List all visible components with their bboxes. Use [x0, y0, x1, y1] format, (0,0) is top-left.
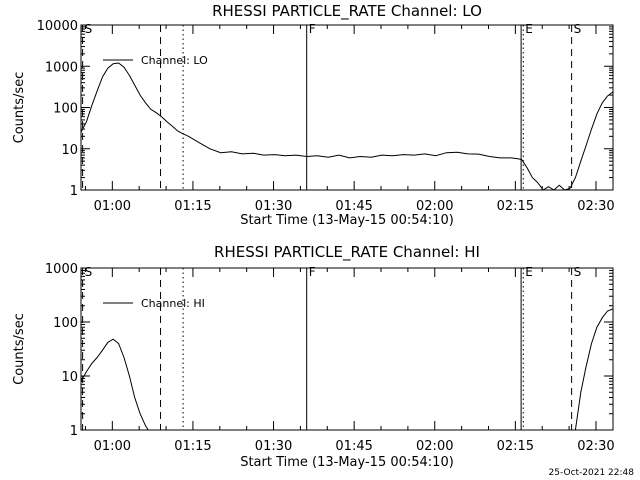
y-tick-label: 1000	[45, 60, 78, 75]
x-tick-label: 01:00	[94, 439, 131, 454]
y-tick-label: 1	[70, 424, 78, 439]
x-tick-label: 01:30	[255, 199, 292, 214]
event-marker-label: S	[85, 265, 93, 279]
series-line-1	[81, 308, 613, 430]
y-axis-label: Counts/sec	[12, 313, 27, 385]
x-axis-label: Start Time (13-May-15 00:54:10)	[240, 213, 454, 228]
x-tick-label: 02:30	[577, 199, 614, 214]
y-tick-label: 100	[53, 316, 78, 331]
x-tick-label: 02:00	[416, 439, 453, 454]
y-tick-label: 1	[70, 184, 78, 199]
plot-area	[81, 268, 613, 430]
plot-area	[81, 25, 613, 190]
x-tick-label: 02:00	[416, 199, 453, 214]
event-marker-label: F	[309, 22, 316, 36]
x-tick-label: 02:15	[497, 439, 534, 454]
event-marker-label: F	[309, 265, 316, 279]
event-marker-label: E	[525, 22, 533, 36]
y-tick-label: 10	[61, 143, 78, 158]
x-tick-label: 02:15	[497, 199, 534, 214]
x-tick-label: 02:30	[577, 439, 614, 454]
x-tick-label: 01:15	[174, 439, 211, 454]
x-tick-label: 01:30	[255, 439, 292, 454]
event-marker-label: S	[574, 265, 582, 279]
x-tick-label: 01:00	[94, 199, 131, 214]
event-marker-label: E	[525, 265, 533, 279]
y-tick-label: 10000	[37, 19, 78, 34]
footer-timestamp: 25-Oct-2021 22:48	[548, 468, 634, 478]
x-tick-label: 01:15	[174, 199, 211, 214]
y-axis-label: Counts/sec	[12, 72, 27, 144]
event-marker-label: S	[85, 22, 93, 36]
series-line-1	[81, 62, 613, 190]
legend-label: Channel: HI	[141, 297, 205, 310]
y-tick-label: 10	[61, 370, 78, 385]
legend-label: Channel: LO	[141, 54, 208, 67]
x-axis-label: Start Time (13-May-15 00:54:10)	[240, 455, 454, 470]
event-marker-label: S	[574, 22, 582, 36]
chart-title: RHESSI PARTICLE_RATE Channel: LO	[212, 2, 482, 21]
chart-title: RHESSI PARTICLE_RATE Channel: HI	[214, 243, 480, 262]
chart-panel-2: RHESSI PARTICLE_RATE Channel: HI Counts/s…	[12, 243, 615, 470]
chart-panel-1: RHESSI PARTICLE_RATE Channel: LO Counts/s…	[12, 2, 615, 228]
x-tick-label: 01:45	[335, 199, 372, 214]
y-tick-label: 1000	[45, 262, 78, 277]
y-tick-label: 100	[53, 102, 78, 117]
x-tick-label: 01:45	[335, 439, 372, 454]
